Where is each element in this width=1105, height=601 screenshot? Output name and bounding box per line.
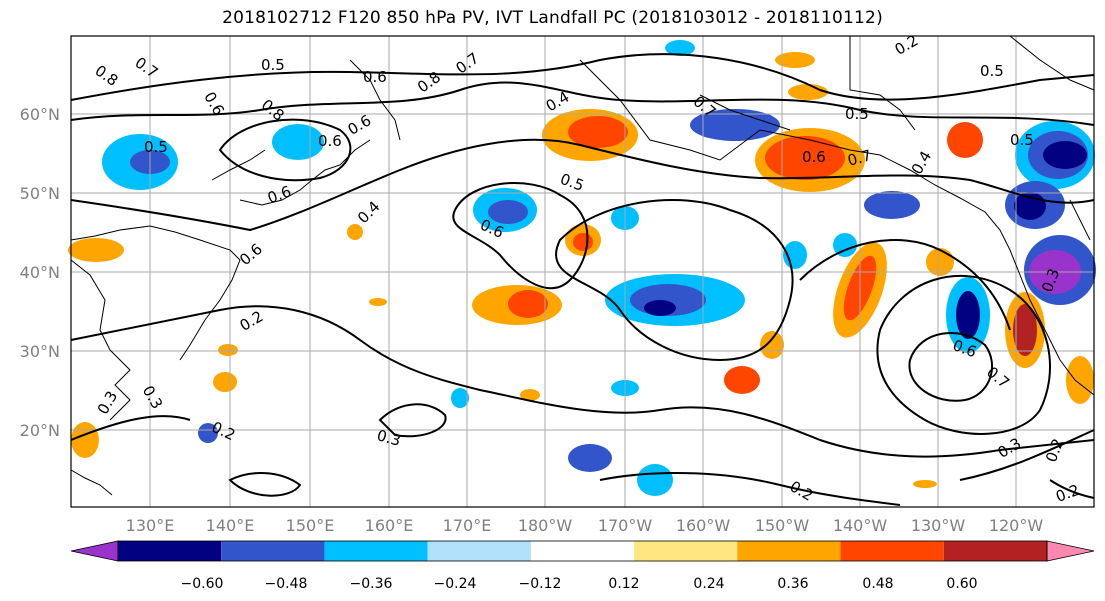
colorbar-tick-label: −0.12: [519, 576, 562, 592]
lat-label: 30°N: [20, 342, 60, 361]
lon-label: 160°W: [676, 516, 731, 535]
colorbar-cell: [737, 541, 841, 561]
colorbar-cell: [634, 541, 738, 561]
latitude-labels: 60°N 50°N 40°N 30°N 20°N: [20, 105, 60, 440]
contour-label: 0.6: [318, 132, 342, 150]
lon-label: 160°E: [365, 516, 414, 535]
colorbar-tick-label: 0.48: [862, 576, 893, 592]
colorbar-cell: [840, 541, 944, 561]
colorbar-tick-label: 0.36: [777, 576, 808, 592]
plot-area: 0.8 0.7 0.5 0.6 0.7 0.8 0.6 0.6 0.4 0.5 …: [68, 31, 1096, 508]
colorbar-cell: [530, 541, 635, 561]
colorbar-cell: [221, 541, 325, 561]
pv-contours: [70, 53, 1095, 506]
longitude-labels: 130°E 140°E 150°E 160°E 170°E 180°W 170°…: [126, 516, 1044, 535]
contour-label: 0.6: [363, 68, 387, 86]
colorbar-cell: [324, 541, 428, 561]
lon-label: 140°E: [206, 516, 255, 535]
colorbar-cell: [118, 541, 222, 561]
colorbar: −0.60 −0.48 −0.36 −0.24 −0.12 0.12 0.24 …: [70, 540, 1095, 592]
lat-label: 40°N: [20, 263, 60, 282]
contour-label: 0.5: [845, 105, 869, 123]
colorbar-tick-label: 0.12: [608, 576, 639, 592]
map-title: 2018102712 F120 850 hPa PV, IVT Landfall…: [222, 8, 883, 28]
lon-label: 180°W: [518, 516, 573, 535]
contour-label: 0.5: [144, 138, 168, 156]
graticule: [71, 36, 1094, 507]
lon-label: 170°W: [598, 516, 653, 535]
colorbar-cell: [943, 541, 1047, 561]
lon-label: 120°W: [989, 516, 1044, 535]
colorbar-tick-label: −0.36: [350, 576, 393, 592]
contour-label: 0.6: [802, 148, 826, 166]
colorbar-ticks: −0.60 −0.48 −0.36 −0.24 −0.12 0.12 0.24 …: [181, 576, 978, 592]
contour-label: 0.5: [1010, 131, 1034, 149]
contour-label: 0.7: [846, 146, 874, 170]
colorbar-tick-label: −0.24: [434, 576, 477, 592]
contour-label: 0.5: [980, 62, 1004, 80]
colorbar-extend-max: [1046, 540, 1095, 562]
coastlines: [70, 35, 1095, 496]
contour-label: 0.3: [375, 426, 403, 450]
colorbar-extend-min: [70, 540, 119, 562]
contour-label: 0.5: [261, 56, 285, 74]
lon-label: 140°W: [833, 516, 888, 535]
colorbar-outline: [117, 540, 1048, 562]
lon-label: 150°W: [755, 516, 810, 535]
lon-label: 130°W: [911, 516, 966, 535]
lat-label: 50°N: [20, 184, 60, 203]
colorbar-tick-label: 0.60: [946, 576, 977, 592]
colorbar-cells: [70, 540, 1095, 562]
colorbar-tick-label: −0.60: [181, 576, 224, 592]
lat-label: 60°N: [20, 105, 60, 124]
colorbar-cell: [427, 541, 531, 561]
colorbar-tick-label: 0.24: [693, 576, 724, 592]
colorbar-tick-label: −0.48: [265, 576, 308, 592]
lat-label: 20°N: [20, 421, 60, 440]
lon-label: 150°E: [286, 516, 335, 535]
lon-label: 130°E: [126, 516, 175, 535]
lon-label: 170°E: [443, 516, 492, 535]
